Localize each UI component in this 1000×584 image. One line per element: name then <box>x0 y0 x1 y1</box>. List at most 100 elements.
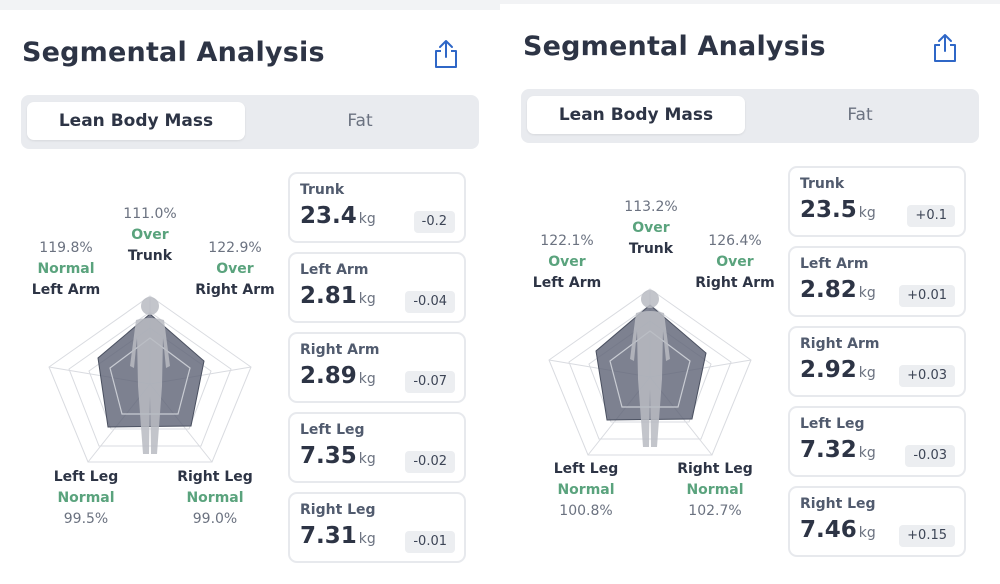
radar-label-left-leg: Left Leg Normal 100.8% <box>526 459 646 522</box>
segment-percent: 119.8% <box>39 240 93 256</box>
tab-lean-body-mass[interactable]: Lean Body Mass <box>527 96 745 134</box>
segment-radar-chart <box>48 295 252 463</box>
card-label: Right Leg <box>300 502 376 518</box>
top-divider <box>500 0 1000 4</box>
segment-status: Normal <box>37 261 95 277</box>
tab-label: Fat <box>347 111 373 131</box>
change-badge: -0.03 <box>905 445 955 467</box>
segment-name: Left Leg <box>553 461 619 477</box>
card-label: Right Arm <box>800 336 880 352</box>
segment-percent: 113.2% <box>624 199 678 215</box>
segment-percent: 100.8% <box>559 503 613 519</box>
segment-percent: 99.5% <box>63 511 109 527</box>
body-silhouette-icon <box>130 297 170 454</box>
change-badge: -0.07 <box>405 371 455 393</box>
segment-percent: 122.9% <box>208 240 262 256</box>
tab-fat[interactable]: Fat <box>247 102 473 140</box>
card-number: 2.89 <box>300 363 357 389</box>
segment-card-left-leg[interactable]: Left Leg 7.32 kg -0.03 <box>788 406 966 477</box>
change-badge: -0.01 <box>405 531 455 553</box>
card-number: 2.82 <box>800 277 857 303</box>
segment-card-right-arm[interactable]: Right Arm 2.89 kg -0.07 <box>288 332 466 403</box>
card-label: Right Leg <box>800 496 876 512</box>
radar-label-left-leg: Left Leg Normal 99.5% <box>26 467 146 530</box>
card-label: Left Arm <box>800 256 869 272</box>
radar-reference-shape <box>609 330 691 408</box>
radar-label-trunk: 111.0% Over Trunk <box>90 204 210 267</box>
card-label: Trunk <box>300 182 345 198</box>
card-number: 7.46 <box>800 517 857 543</box>
radar-label-right-leg: Right Leg Normal 102.7% <box>655 459 775 522</box>
segment-status: Normal <box>686 482 744 498</box>
tab-fat[interactable]: Fat <box>747 96 973 134</box>
card-number: 2.92 <box>800 357 857 383</box>
card-unit: kg <box>858 365 876 381</box>
change-badge: +0.15 <box>899 525 955 547</box>
radar-label-right-arm: 126.4% Over Right Arm <box>675 231 795 294</box>
tab-lean-body-mass[interactable]: Lean Body Mass <box>27 102 245 140</box>
segment-card-list: Trunk 23.5 kg +0.1 Left Arm 2.82 kg +0.01 … <box>788 166 968 566</box>
card-label: Left Leg <box>300 422 365 438</box>
segment-percent: 102.7% <box>688 503 742 519</box>
segment-name: Right Leg <box>677 461 753 477</box>
share-icon[interactable] <box>433 39 459 69</box>
change-badge: -0.04 <box>405 291 455 313</box>
card-unit: kg <box>858 525 876 541</box>
card-value: 7.31 kg <box>300 523 376 549</box>
card-unit: kg <box>858 205 876 221</box>
segment-name: Right Arm <box>195 282 275 298</box>
segmental-panel-right: Segmental Analysis Lean Body Mass Fat 11… <box>500 0 1000 584</box>
segment-name: Left Arm <box>532 275 602 291</box>
card-value: 2.92 kg <box>800 357 876 383</box>
radar-label-right-arm: 122.9% Over Right Arm <box>175 238 295 301</box>
radar-reference-shape <box>109 337 191 415</box>
radar-label-left-arm: 122.1% Over Left Arm <box>507 231 627 294</box>
segment-card-left-arm[interactable]: Left Arm 2.82 kg +0.01 <box>788 246 966 317</box>
segment-status: Over <box>716 254 754 270</box>
segment-name: Right Leg <box>177 469 253 485</box>
card-number: 7.35 <box>300 443 357 469</box>
card-unit: kg <box>358 451 376 467</box>
segment-status: Over <box>548 254 586 270</box>
segment-percent: 126.4% <box>708 233 762 249</box>
tab-label: Lean Body Mass <box>58 111 214 131</box>
segment-status: Over <box>632 220 670 236</box>
card-unit: kg <box>358 291 376 307</box>
segment-name: Trunk <box>127 248 173 264</box>
card-unit: kg <box>358 211 376 227</box>
segment-card-trunk[interactable]: Trunk 23.5 kg +0.1 <box>788 166 966 237</box>
card-unit: kg <box>358 371 376 387</box>
segment-radar-chart <box>548 288 752 456</box>
segment-status: Over <box>131 227 169 243</box>
segment-card-trunk[interactable]: Trunk 23.4 kg -0.2 <box>288 172 466 243</box>
change-badge: -0.02 <box>405 451 455 473</box>
tab-label: Fat <box>847 105 873 125</box>
segment-card-left-leg[interactable]: Left Leg 7.35 kg -0.02 <box>288 412 466 483</box>
card-label: Right Arm <box>300 342 380 358</box>
segmental-panel-left: Segmental Analysis Lean Body Mass Fat 11… <box>0 0 500 563</box>
card-unit: kg <box>358 531 376 547</box>
segment-name: Left Arm <box>31 282 101 298</box>
segment-card-right-leg[interactable]: Right Leg 7.31 kg -0.01 <box>288 492 466 563</box>
card-number: 7.32 <box>800 437 857 463</box>
card-unit: kg <box>858 445 876 461</box>
change-badge: +0.01 <box>899 285 955 307</box>
segment-card-right-leg[interactable]: Right Leg 7.46 kg +0.15 <box>788 486 966 557</box>
card-value: 23.4 kg <box>300 203 376 229</box>
card-number: 23.4 <box>300 203 357 229</box>
segment-status: Normal <box>557 482 615 498</box>
segment-name: Trunk <box>628 241 674 257</box>
segment-card-left-arm[interactable]: Left Arm 2.81 kg -0.04 <box>288 252 466 323</box>
segment-status: Normal <box>57 490 115 506</box>
page-title: Segmental Analysis <box>22 37 325 68</box>
card-number: 2.81 <box>300 283 357 309</box>
card-value: 7.46 kg <box>800 517 876 543</box>
share-icon[interactable] <box>932 33 958 63</box>
segment-card-right-arm[interactable]: Right Arm 2.92 kg +0.03 <box>788 326 966 397</box>
card-value: 7.32 kg <box>800 437 876 463</box>
change-badge: -0.2 <box>413 211 455 233</box>
card-value: 2.89 kg <box>300 363 376 389</box>
card-label: Trunk <box>800 176 845 192</box>
card-label: Left Arm <box>300 262 369 278</box>
radar-label-right-leg: Right Leg Normal 99.0% <box>155 467 275 530</box>
